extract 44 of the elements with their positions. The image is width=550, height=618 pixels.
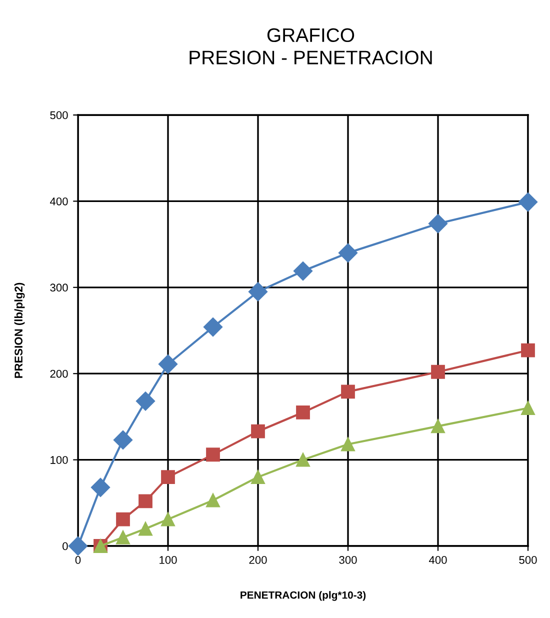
point (293, 261, 313, 281)
y-tick-label: 0 (62, 542, 68, 550)
x-tick-label: 300 (339, 556, 357, 564)
y-axis-title: PRESION (lb/plg2) (14, 282, 25, 378)
point (431, 364, 445, 379)
x-axis-title: PENETRACION (plg*10-3) (240, 591, 366, 601)
point (428, 214, 448, 234)
x-tick-label: 500 (519, 556, 537, 564)
chart-title: GRAFICO PRESION - PENETRACION (190, 28, 432, 64)
point (158, 354, 178, 374)
y-tick-label: 500 (50, 111, 68, 120)
point (521, 401, 535, 416)
point (206, 493, 220, 508)
point (90, 478, 110, 497)
point (296, 452, 310, 467)
point (341, 437, 355, 452)
point (248, 282, 268, 302)
y-tick-label: 300 (50, 284, 68, 292)
x-tick-label: 400 (428, 556, 447, 564)
point (251, 470, 265, 484)
x-tick-label: 0 (75, 556, 81, 564)
point (206, 448, 220, 462)
point (68, 536, 88, 556)
y-tick-label: 400 (50, 197, 68, 206)
point (518, 192, 538, 212)
point (251, 424, 265, 438)
point (338, 243, 358, 262)
point (161, 470, 175, 484)
point (203, 318, 223, 337)
point (116, 512, 130, 526)
point (136, 392, 156, 411)
y-tick-label: 200 (50, 370, 68, 378)
point (113, 430, 133, 450)
point (341, 384, 355, 399)
point (521, 343, 535, 358)
point (431, 419, 445, 434)
point (161, 512, 175, 526)
point (116, 530, 130, 544)
y-tick-label: 100 (50, 456, 68, 464)
x-tick-label: 100 (160, 556, 177, 564)
point (138, 494, 152, 508)
point (138, 522, 152, 536)
point (296, 405, 310, 420)
x-tick-label: 200 (249, 556, 267, 564)
